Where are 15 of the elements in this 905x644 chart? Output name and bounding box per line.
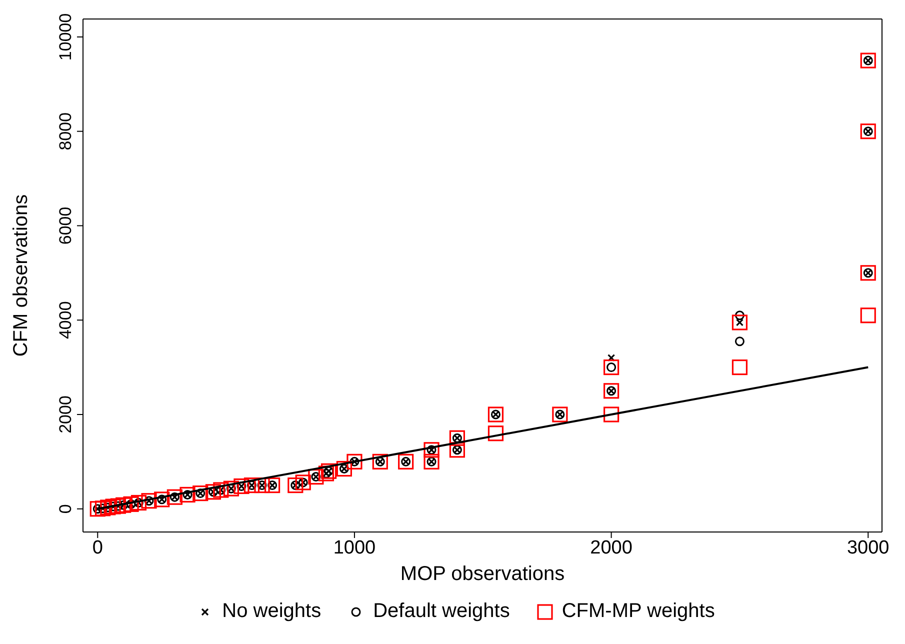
y-tick-label: 0 xyxy=(56,504,75,514)
y-tick-label: 6000 xyxy=(56,206,75,245)
y-tick-label: 2000 xyxy=(56,396,75,434)
x-axis-title: MOP observations xyxy=(400,563,565,585)
y-axis-title: CFM observations xyxy=(10,194,32,357)
x-tick-label: 0 xyxy=(92,537,103,558)
y-tick-label: 8000 xyxy=(56,112,75,150)
legend-label: No weights xyxy=(222,600,322,623)
y-tick-label: 10000 xyxy=(56,13,75,61)
legend-label: CFM-MP weights xyxy=(562,600,715,623)
legend-label: Default weights xyxy=(373,600,510,623)
y-tick-label: 4000 xyxy=(56,301,75,340)
x-tick-label: 1000 xyxy=(333,537,376,558)
x-tick-label: 3000 xyxy=(846,537,890,558)
x-tick-label: 2000 xyxy=(590,537,632,558)
